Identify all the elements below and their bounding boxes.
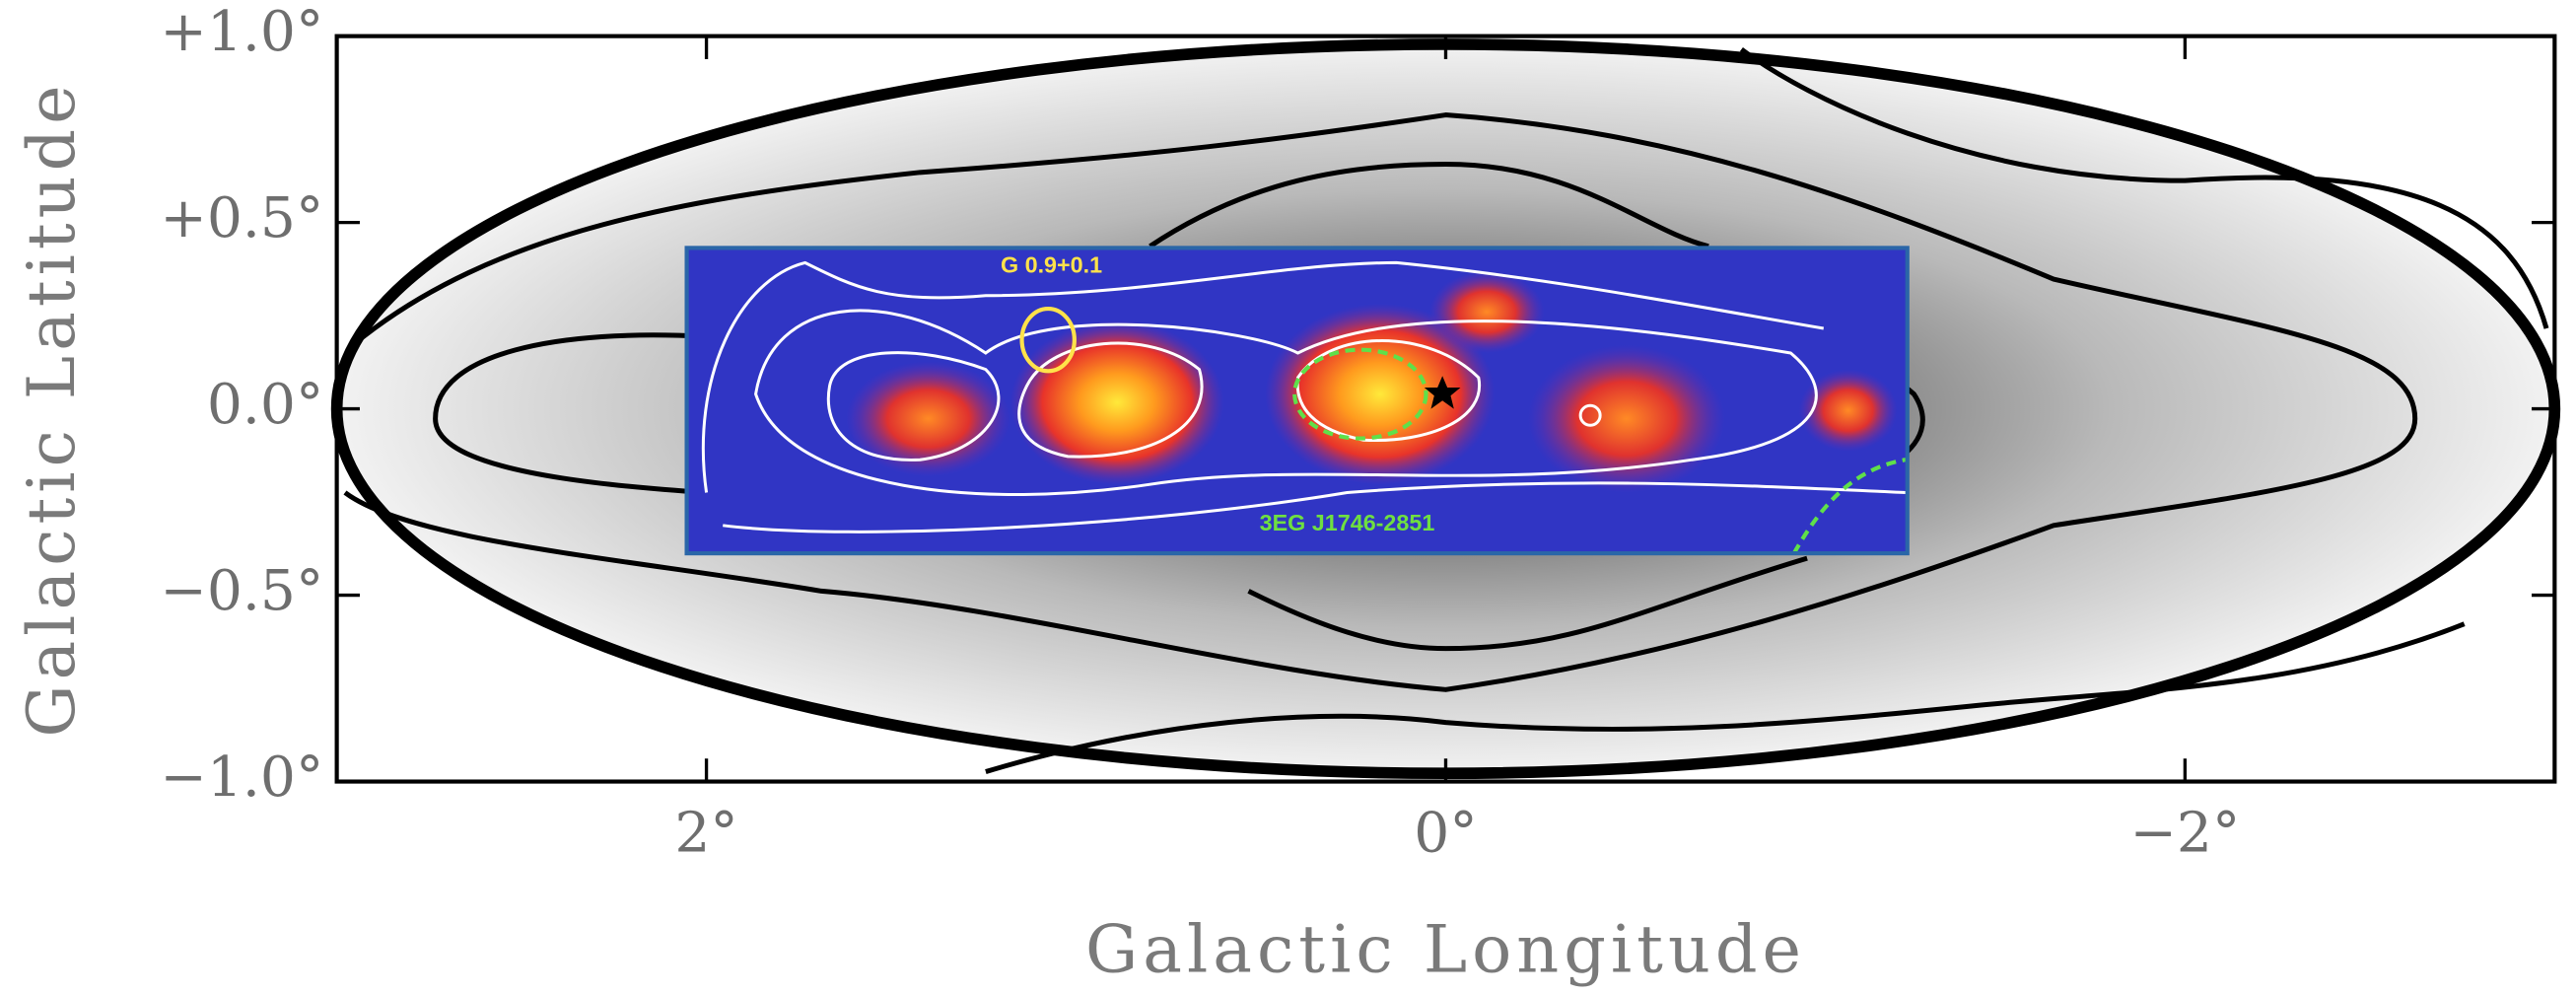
x-axis-label: Galactic Longitude: [1085, 911, 1806, 988]
y-tick-label: −0.5°: [160, 558, 323, 623]
y-axis-label: Galactic Latitude: [13, 80, 90, 737]
annotation: G 0.9+0.1: [1001, 251, 1102, 277]
page: G 0.9+0.1 3EG J1746-2851 Galactic Longit…: [0, 0, 2576, 995]
plot-area: G 0.9+0.1 3EG J1746-2851: [337, 36, 2555, 782]
y-tick-label: +1.0°: [160, 0, 323, 64]
y-tick-label: −1.0°: [160, 745, 323, 810]
x-tick-label: 0°: [1414, 801, 1477, 866]
x-tick-label: 2°: [674, 801, 737, 866]
x-tick-label: −2°: [2129, 801, 2240, 866]
figure: G 0.9+0.1 3EG J1746-2851 Galactic Longit…: [0, 0, 2576, 995]
inset-map: G 0.9+0.1 3EG J1746-2851: [687, 248, 1908, 553]
y-tick-label: 0.0°: [207, 372, 323, 437]
annotation: 3EG J1746-2851: [1260, 510, 1435, 535]
y-tick-label: +0.5°: [160, 185, 323, 250]
